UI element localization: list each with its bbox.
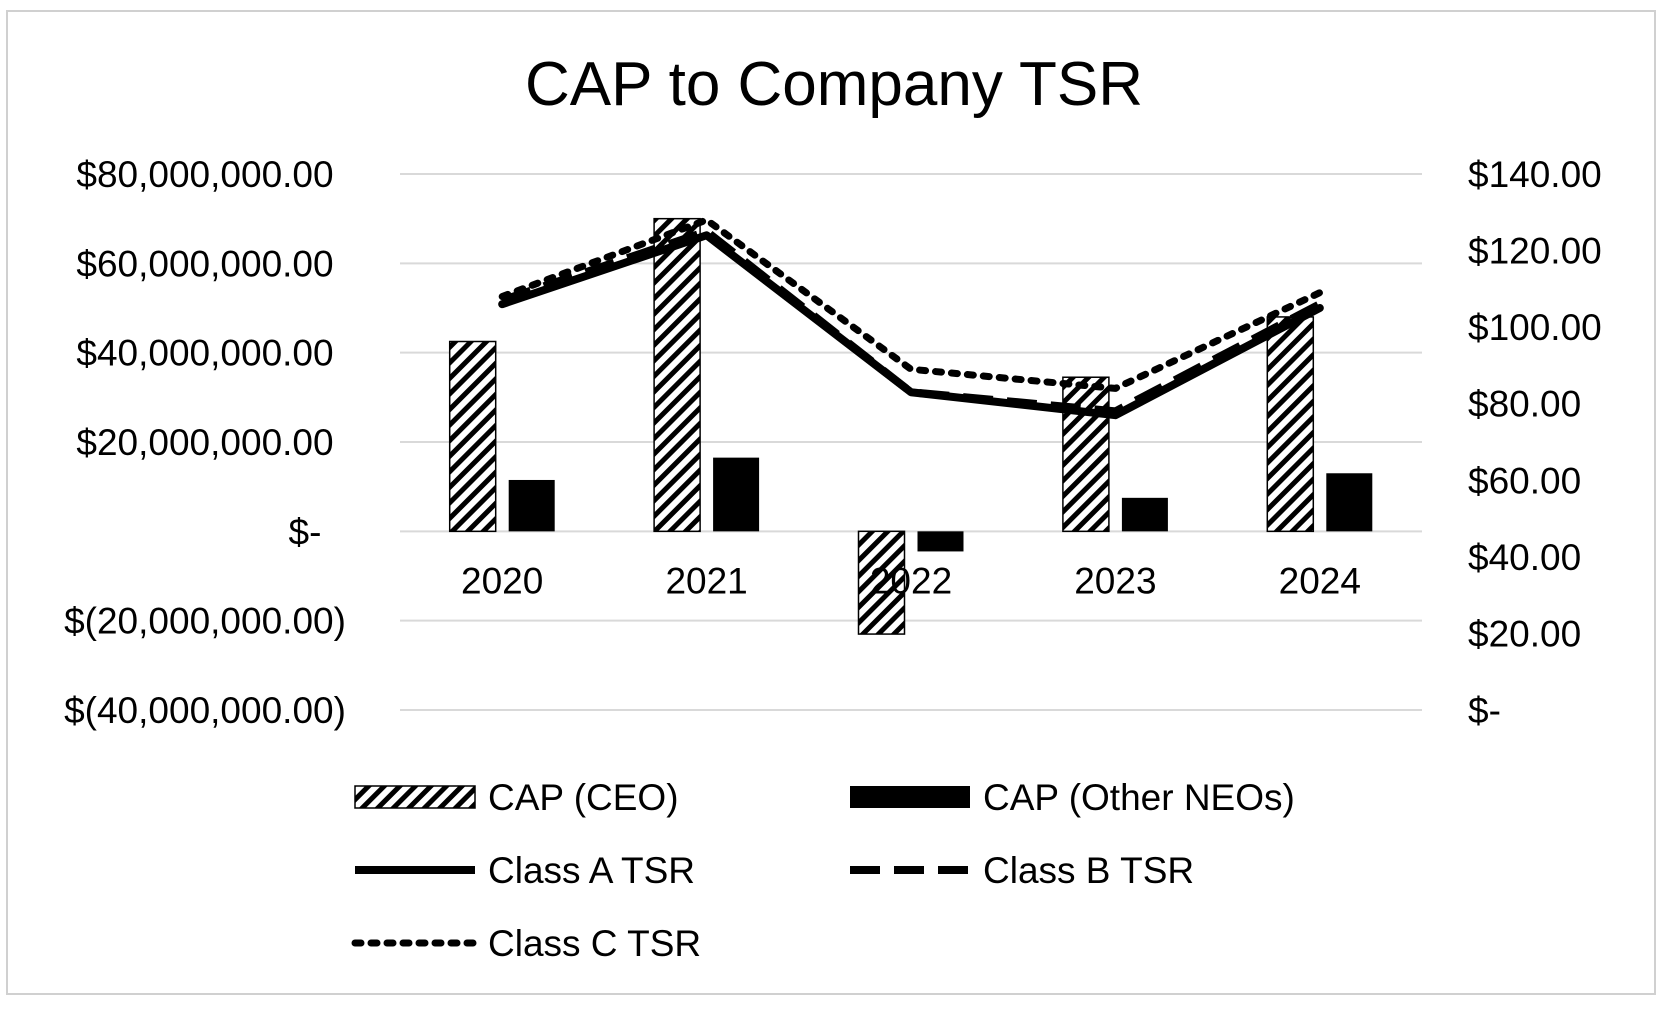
right-axis-tick-label: $- [1468,690,1501,731]
bar-cap-other-neos [713,457,760,532]
legend: CAP (CEO) CAP (Other NEOs) Class A TSR Clas… [351,777,1295,964]
left-axis-tick-label: $60,000,000.00 [76,243,333,284]
x-axis-tick-label: 2023 [1074,560,1156,601]
legend-label-cap-ceo: CAP (CEO) [488,777,679,818]
bar-cap-other-neos [508,479,555,532]
tsr-lines [498,216,1324,420]
x-axis-ticks: 2020 2021 2022 2023 2024 [461,560,1361,601]
legend-label-class-a-tsr: Class A TSR [488,850,695,891]
bar-cap-other-neos [1121,497,1168,532]
x-axis-tick-label: 2021 [665,560,747,601]
left-axis-tick-label: $(40,000,000.00) [64,690,346,731]
right-axis-ticks: $140.00 $120.00 $100.00 $80.00 $60.00 $40.00 $… [1468,154,1602,731]
line-class-b-tsr [500,227,1322,416]
left-axis-tick-label: $(20,000,000.00) [64,601,346,642]
right-axis-tick-label: $140.00 [1468,154,1602,195]
bar-cap-other-neos [917,531,964,552]
left-axis-tick-label: $80,000,000.00 [76,154,333,195]
left-axis-tick-label: $- [289,511,322,552]
right-axis-tick-label: $60.00 [1468,460,1581,501]
bars [448,217,1373,635]
right-axis-tick-label: $40.00 [1468,537,1581,578]
left-axis-tick-label: $20,000,000.00 [76,422,333,463]
bar-cap-ceo [857,530,906,635]
right-axis-tick-label: $20.00 [1468,613,1581,654]
x-axis-tick-label: 2020 [461,560,543,601]
line-class-a-tsr [498,231,1324,420]
right-axis-tick-label: $120.00 [1468,231,1602,272]
gridlines [400,173,1422,711]
line-class-c-tsr [498,216,1324,392]
left-axis-tick-label: $40,000,000.00 [76,333,333,374]
legend-swatch-cap-ceo [354,785,476,809]
x-axis-tick-label: 2024 [1279,560,1361,601]
chart-title: CAP to Company TSR [525,50,1143,119]
bar-cap-ceo [1062,376,1110,533]
x-axis-tick-label: 2022 [870,560,952,601]
right-axis-tick-label: $100.00 [1468,307,1602,348]
left-axis-ticks: $80,000,000.00 $60,000,000.00 $40,000,000.… [64,154,346,731]
legend-label-class-c-tsr: Class C TSR [488,923,701,964]
legend-label-class-b-tsr: Class B TSR [983,850,1194,891]
bar-cap-other-neos [1326,473,1373,532]
bar-cap-ceo [1266,316,1315,533]
legend-label-cap-other-neos: CAP (Other NEOs) [983,777,1295,818]
legend-swatch-cap-other-neos [850,786,970,808]
bar-cap-ceo [448,340,497,533]
bar-cap-ceo [653,217,701,533]
right-axis-tick-label: $80.00 [1468,384,1581,425]
